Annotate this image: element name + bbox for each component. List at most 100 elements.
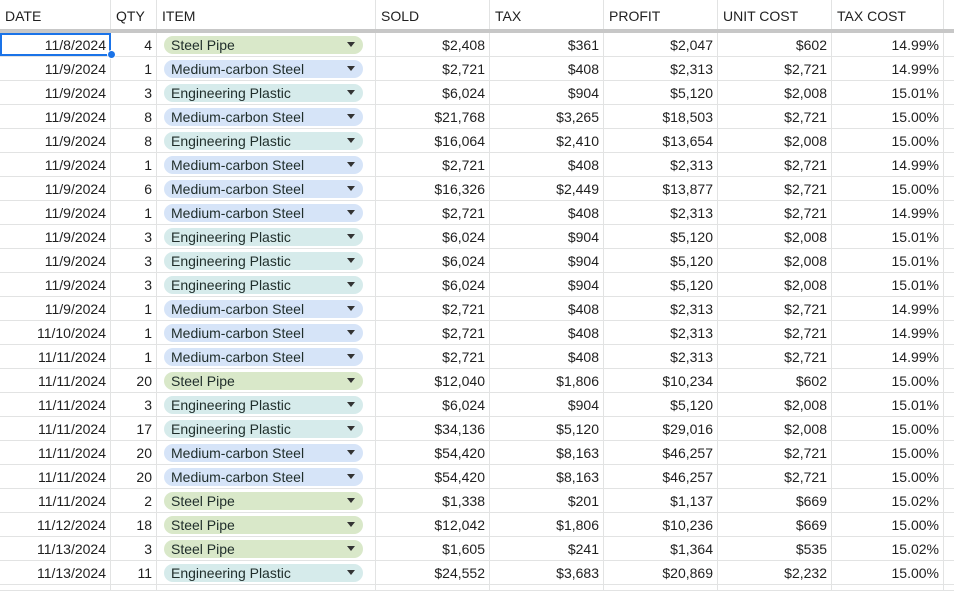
column-header-profit[interactable]: PROFIT [604,0,718,29]
tax-cell[interactable]: $904 [490,393,604,416]
column-header-qty[interactable]: QTY [111,0,157,29]
unit-cost-cell[interactable]: $2,008 [718,225,832,248]
item-cell[interactable]: Steel Pipe [157,537,376,560]
item-dropdown-chip[interactable]: Medium-carbon Steel [164,179,363,198]
column-header-date[interactable]: DATE [0,0,111,29]
date-cell[interactable]: 11/11/2024 [0,393,111,416]
column-header-empty[interactable] [944,0,954,29]
dropdown-caret-icon[interactable] [347,162,355,167]
qty-cell[interactable]: 17 [111,417,157,440]
unit-cost-cell[interactable]: $2,721 [718,441,832,464]
empty-cell[interactable] [944,561,954,584]
tax-cell[interactable]: $408 [490,201,604,224]
item-cell[interactable]: Medium-carbon Steel [157,105,376,128]
date-cell[interactable]: 11/9/2024 [0,249,111,272]
dropdown-caret-icon[interactable] [347,522,355,527]
profit-cell[interactable]: $5,120 [604,249,718,272]
dropdown-caret-icon[interactable] [347,90,355,95]
unit-cost-cell[interactable]: $2,008 [718,81,832,104]
tax-cell[interactable]: $5,120 [490,417,604,440]
item-cell[interactable]: Engineering Plastic [157,225,376,248]
qty-cell[interactable]: 1 [111,153,157,176]
sold-cell[interactable]: $1,605 [376,537,490,560]
dropdown-caret-icon[interactable] [347,330,355,335]
tax-cost-cell[interactable]: 14.99% [832,153,944,176]
column-header-item[interactable]: ITEM [157,0,376,29]
item-cell[interactable]: Medium-carbon Steel [157,465,376,488]
table-cell[interactable] [376,585,490,590]
item-dropdown-chip[interactable]: Medium-carbon Steel [164,443,363,462]
profit-cell[interactable]: $2,313 [604,153,718,176]
item-dropdown-chip[interactable]: Medium-carbon Steel [164,59,363,78]
item-dropdown-chip[interactable]: Medium-carbon Steel [164,203,363,222]
item-cell[interactable]: Medium-carbon Steel [157,201,376,224]
tax-cost-cell[interactable]: 15.01% [832,81,944,104]
qty-cell[interactable]: 8 [111,129,157,152]
qty-cell[interactable]: 20 [111,441,157,464]
dropdown-caret-icon[interactable] [347,114,355,119]
qty-cell[interactable]: 1 [111,201,157,224]
tax-cell[interactable]: $408 [490,57,604,80]
date-cell[interactable]: 11/11/2024 [0,441,111,464]
empty-cell[interactable] [944,441,954,464]
empty-cell[interactable] [944,153,954,176]
item-dropdown-chip[interactable]: Steel Pipe [164,515,363,534]
profit-cell[interactable]: $2,047 [604,33,718,56]
date-cell[interactable]: 11/11/2024 [0,465,111,488]
dropdown-caret-icon[interactable] [347,450,355,455]
sold-cell[interactable]: $24,552 [376,561,490,584]
date-cell[interactable]: 11/8/2024 [0,33,111,56]
unit-cost-cell[interactable]: $2,721 [718,153,832,176]
column-header-tax-cost[interactable]: TAX COST [832,0,944,29]
sold-cell[interactable]: $2,721 [376,345,490,368]
item-cell[interactable]: Medium-carbon Steel [157,297,376,320]
dropdown-caret-icon[interactable] [347,474,355,479]
profit-cell[interactable]: $5,120 [604,273,718,296]
qty-cell[interactable]: 3 [111,81,157,104]
item-cell[interactable]: Steel Pipe [157,33,376,56]
tax-cell[interactable]: $2,410 [490,129,604,152]
dropdown-caret-icon[interactable] [347,546,355,551]
column-header-tax[interactable]: TAX [490,0,604,29]
unit-cost-cell[interactable]: $2,721 [718,57,832,80]
sold-cell[interactable]: $54,420 [376,441,490,464]
item-dropdown-chip[interactable]: Medium-carbon Steel [164,347,363,366]
table-cell[interactable] [0,585,111,590]
unit-cost-cell[interactable]: $602 [718,33,832,56]
item-cell[interactable]: Medium-carbon Steel [157,441,376,464]
dropdown-caret-icon[interactable] [347,378,355,383]
date-cell[interactable]: 11/11/2024 [0,369,111,392]
date-cell[interactable]: 11/10/2024 [0,321,111,344]
tax-cell[interactable]: $408 [490,153,604,176]
profit-cell[interactable]: $13,654 [604,129,718,152]
item-cell[interactable]: Engineering Plastic [157,273,376,296]
profit-cell[interactable]: $2,313 [604,57,718,80]
empty-cell[interactable] [944,537,954,560]
dropdown-caret-icon[interactable] [347,282,355,287]
empty-cell[interactable] [944,81,954,104]
dropdown-caret-icon[interactable] [347,42,355,47]
tax-cost-cell[interactable]: 15.00% [832,441,944,464]
tax-cost-cell[interactable]: 14.99% [832,201,944,224]
profit-cell[interactable]: $2,313 [604,201,718,224]
empty-cell[interactable] [944,225,954,248]
empty-cell[interactable] [944,177,954,200]
date-cell[interactable]: 11/9/2024 [0,153,111,176]
tax-cost-cell[interactable]: 14.99% [832,321,944,344]
item-dropdown-chip[interactable]: Medium-carbon Steel [164,299,363,318]
table-cell[interactable] [718,585,832,590]
table-cell[interactable] [832,585,944,590]
qty-cell[interactable]: 18 [111,513,157,536]
tax-cost-cell[interactable]: 14.99% [832,57,944,80]
unit-cost-cell[interactable]: $2,721 [718,201,832,224]
unit-cost-cell[interactable]: $2,721 [718,465,832,488]
date-cell[interactable]: 11/9/2024 [0,177,111,200]
item-dropdown-chip[interactable]: Steel Pipe [164,371,363,390]
tax-cost-cell[interactable]: 15.00% [832,513,944,536]
table-cell[interactable] [490,585,604,590]
tax-cost-cell[interactable]: 15.00% [832,465,944,488]
sold-cell[interactable]: $2,721 [376,153,490,176]
sold-cell[interactable]: $6,024 [376,393,490,416]
sold-cell[interactable]: $12,040 [376,369,490,392]
unit-cost-cell[interactable]: $2,721 [718,321,832,344]
